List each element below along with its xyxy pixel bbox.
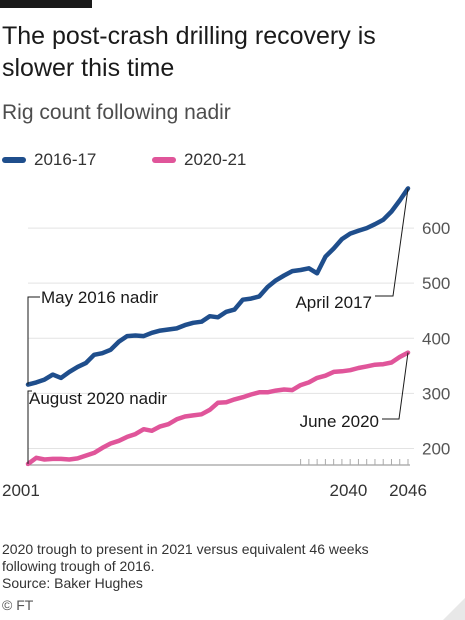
copyright-note: © FT (2, 597, 34, 613)
legend-label-2016-17: 2016-17 (34, 150, 97, 169)
y-tick-label-300: 300 (422, 384, 450, 403)
series-line-2020-21 (25, 350, 411, 467)
x-tick-label-2040: 2040 (330, 481, 368, 500)
leader-may-2016 (27, 296, 40, 385)
legend-item-2020-21: 2020-21 (152, 150, 246, 170)
chart-subtitle: Rig count following nadir (2, 101, 231, 124)
footnote-line-1: 2020 trough to present in 2021 versus eq… (2, 541, 369, 557)
legend-swatch-2016-17 (2, 157, 26, 163)
legend-label-2020-21: 2020-21 (184, 150, 247, 169)
legend-item-2016-17: 2016-17 (2, 150, 96, 170)
annotation-june-2020: June 2020 (300, 412, 379, 431)
annotation-may-2016-nadir: May 2016 nadir (41, 288, 159, 307)
chart-footer: 2020 trough to present in 2021 versus eq… (2, 541, 442, 592)
page-corner (443, 598, 465, 620)
y-tick-label-400: 400 (422, 329, 450, 348)
y-tick-label-500: 500 (422, 274, 450, 293)
leader-april-2017 (375, 188, 409, 297)
line-chart: 200 300 400 500 600 2001 2040 2046 May 2016 nadi… (2, 186, 450, 500)
chart-legend: 2016-17 2020-21 (2, 150, 442, 172)
leader-june-2020 (382, 352, 409, 420)
x-tick-label-2001: 2001 (2, 481, 40, 500)
chart-title: The post-crash drilling recovery is slow… (2, 22, 376, 82)
y-tick-label-200: 200 (422, 439, 450, 458)
annotation-august-2020-nadir: August 2020 nadir (29, 389, 167, 408)
y-tick-label-600: 600 (422, 219, 450, 238)
series-line-2016-17 (25, 186, 411, 387)
annotation-april-2017: April 2017 (295, 293, 372, 312)
legend-swatch-2020-21 (152, 157, 176, 163)
source-note: Source: Baker Hughes (2, 575, 143, 591)
x-tick-label-2046: 2046 (389, 481, 427, 500)
leader-aug-2020 (27, 390, 32, 464)
footnote-line-2: following trough of 2016. (2, 558, 155, 574)
brand-bar (0, 0, 92, 8)
